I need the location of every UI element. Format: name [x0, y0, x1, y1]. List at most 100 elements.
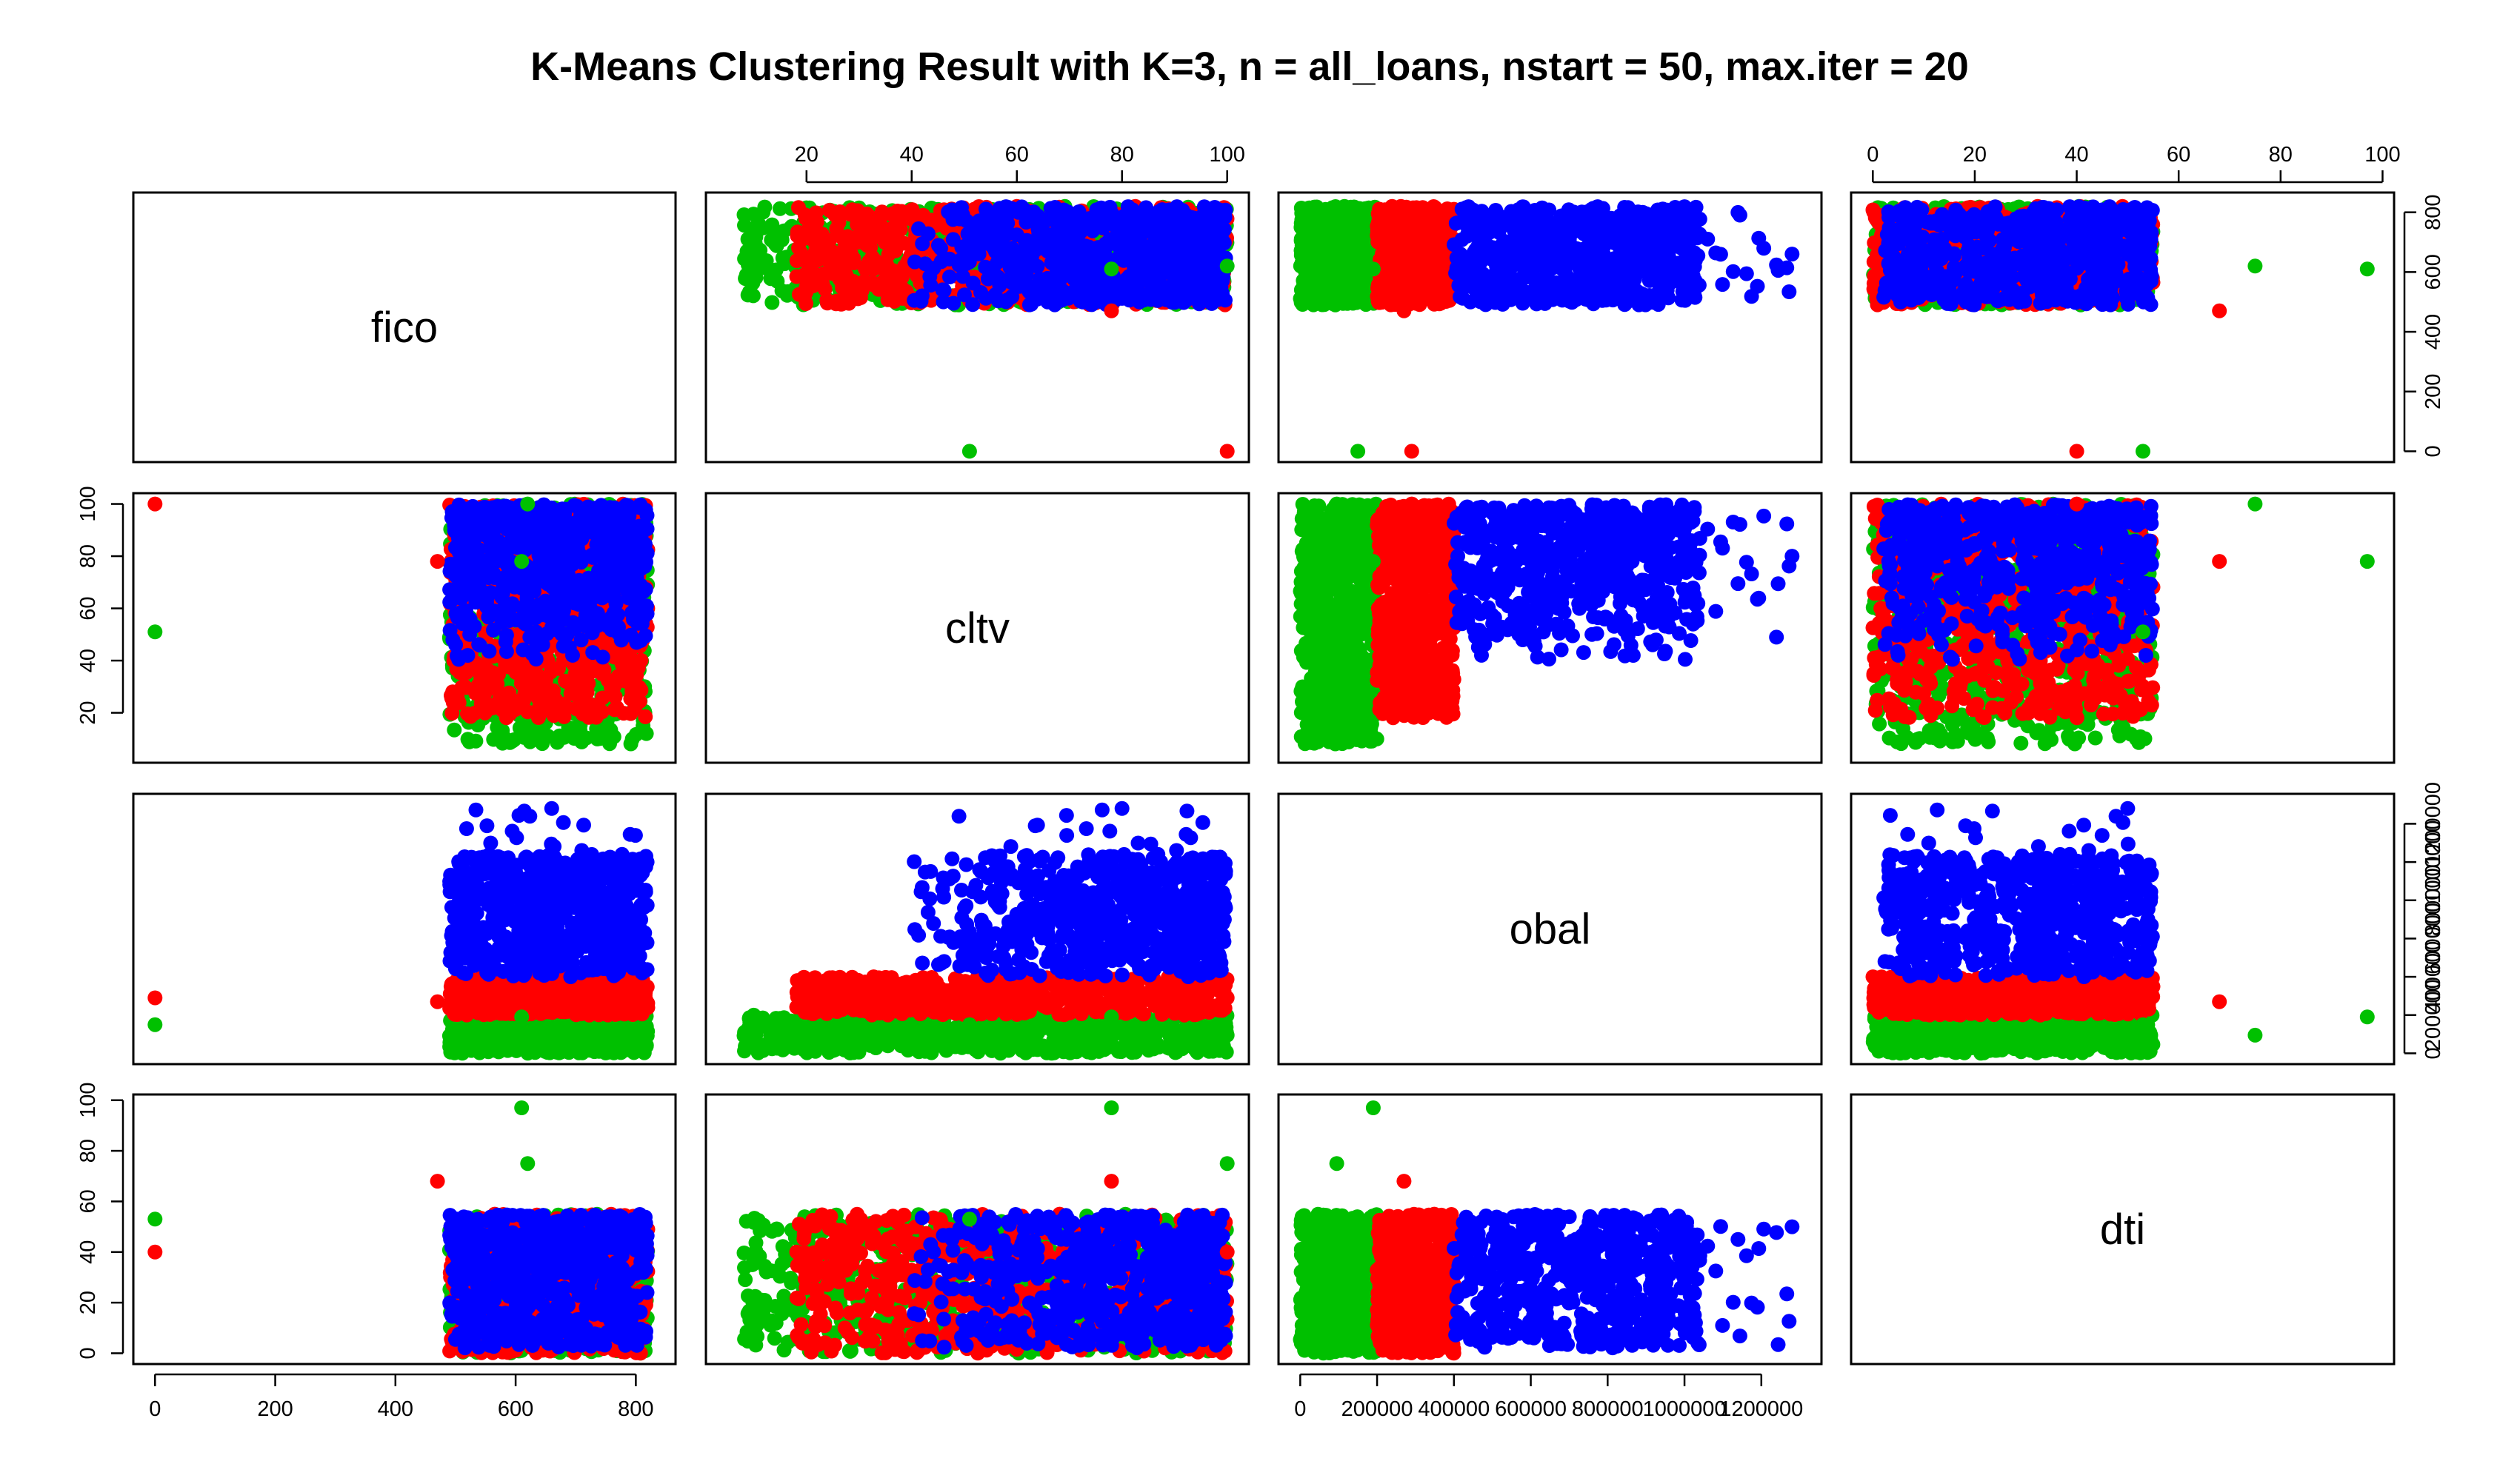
point — [1201, 232, 1216, 247]
point — [1139, 244, 1155, 260]
point — [1148, 287, 1164, 302]
point — [807, 251, 823, 267]
point — [1324, 204, 1340, 220]
point — [1424, 280, 1439, 295]
point — [1173, 211, 1188, 227]
point — [1189, 262, 1204, 278]
point — [923, 278, 939, 293]
point — [1536, 258, 1551, 273]
point — [895, 281, 910, 296]
point — [1478, 297, 1493, 312]
point — [1577, 273, 1593, 289]
point — [1083, 218, 1099, 234]
point — [1141, 265, 1157, 281]
point — [747, 235, 763, 251]
point — [1675, 284, 1690, 299]
point — [1593, 244, 1609, 260]
point — [1321, 233, 1337, 248]
point — [941, 204, 956, 220]
point — [1021, 297, 1037, 312]
point — [821, 203, 837, 218]
point — [1527, 273, 1542, 288]
point — [790, 228, 805, 244]
point — [1387, 251, 1402, 267]
point — [1500, 217, 1516, 233]
point — [1501, 266, 1516, 281]
point — [776, 253, 792, 269]
point — [1396, 303, 1412, 318]
point — [1025, 246, 1041, 261]
point — [1124, 206, 1140, 221]
point — [1510, 250, 1526, 266]
panel-frame — [132, 191, 677, 464]
point — [1461, 199, 1476, 215]
point — [1677, 232, 1693, 247]
point — [1525, 204, 1541, 220]
point — [1559, 287, 1575, 303]
panel-fico-vs-cltv — [704, 191, 1250, 464]
point — [1306, 273, 1321, 289]
point — [1635, 287, 1650, 302]
point — [1682, 206, 1698, 221]
point — [1331, 275, 1347, 290]
point — [1739, 266, 1754, 281]
point — [1014, 266, 1030, 281]
point — [1099, 211, 1114, 227]
point — [1407, 228, 1423, 244]
point — [1119, 272, 1134, 287]
point — [791, 200, 806, 215]
point — [871, 281, 887, 297]
point — [913, 293, 929, 309]
point — [1216, 210, 1231, 225]
point — [1310, 219, 1325, 235]
point — [850, 289, 865, 304]
point — [1450, 265, 1465, 281]
point — [1647, 206, 1662, 221]
point — [828, 296, 844, 312]
point — [917, 256, 933, 272]
point — [1501, 235, 1516, 250]
point — [1097, 243, 1113, 258]
point — [960, 226, 976, 241]
chart-title: K-Means Clustering Result with K=3, n = … — [530, 44, 1969, 89]
point — [1026, 204, 1041, 220]
point — [1560, 243, 1576, 258]
point — [1412, 244, 1427, 259]
point — [1371, 235, 1387, 250]
point — [1633, 252, 1649, 267]
point — [769, 238, 784, 253]
point — [879, 257, 894, 273]
point — [933, 254, 949, 270]
point — [1104, 261, 1119, 277]
point — [1213, 228, 1229, 244]
point — [973, 285, 988, 300]
point — [1059, 204, 1075, 220]
point — [1164, 254, 1179, 270]
point — [1179, 227, 1195, 242]
point — [1633, 223, 1647, 238]
point — [1353, 204, 1368, 219]
point — [1418, 257, 1433, 273]
point — [1670, 264, 1686, 279]
point — [1515, 295, 1530, 311]
point — [750, 215, 766, 231]
point — [1715, 277, 1730, 293]
point — [1751, 230, 1767, 246]
point — [959, 256, 974, 271]
point — [920, 226, 936, 241]
point — [1315, 297, 1330, 312]
point — [885, 221, 901, 235]
point — [1084, 287, 1100, 303]
point — [1590, 202, 1605, 218]
point — [975, 234, 990, 250]
point — [1066, 238, 1081, 253]
point — [773, 201, 787, 216]
point — [1053, 226, 1069, 241]
point — [1407, 288, 1422, 304]
point — [1329, 258, 1344, 274]
point — [888, 243, 904, 258]
point — [946, 295, 961, 311]
point — [789, 269, 804, 284]
point — [1590, 226, 1606, 241]
